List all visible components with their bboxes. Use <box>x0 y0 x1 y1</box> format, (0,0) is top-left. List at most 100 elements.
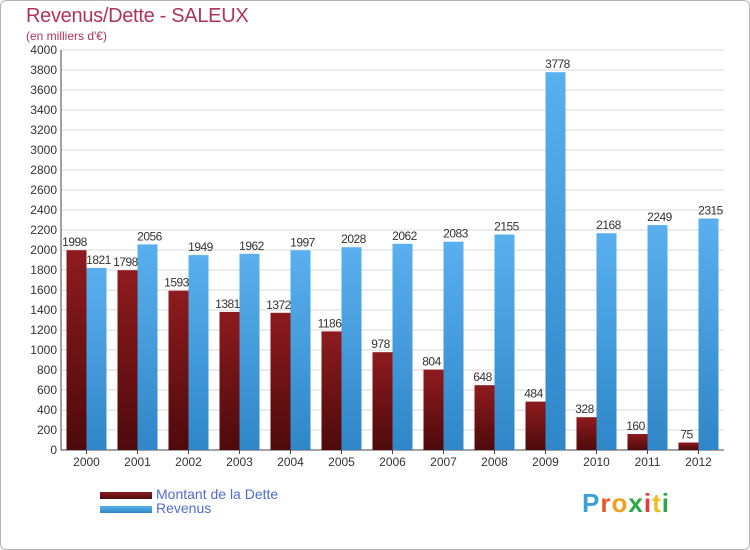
data-label-dette: 1593 <box>164 276 190 290</box>
data-label-dette: 1381 <box>215 297 241 311</box>
y-tick-label: 400 <box>37 403 57 417</box>
bar-dette <box>219 311 240 450</box>
bar-dette <box>270 312 291 450</box>
x-tick-label: 2009 <box>532 455 559 469</box>
y-tick-label: 2800 <box>30 163 57 177</box>
x-tick-label: 2004 <box>277 455 304 469</box>
logo-letter: t <box>652 488 662 518</box>
data-labels: 1998 1821 1798 2056 1593 1949 1381 1962 1372 1997… <box>62 57 724 441</box>
legend-label-dette: Montant de la Dette <box>156 486 279 502</box>
axes: 0 200 400 600 800 1000 1200 1400 1600 1800 2000 220… <box>30 43 724 469</box>
data-label-dette: 1372 <box>266 298 292 312</box>
bar-dette <box>117 270 138 450</box>
y-tick-label: 200 <box>37 423 57 437</box>
data-label-dette: 1798 <box>113 255 139 269</box>
bars <box>66 72 719 450</box>
x-tick-label: 2002 <box>175 455 202 469</box>
data-label-revenus: 2083 <box>443 227 469 241</box>
bar-dette <box>678 442 699 450</box>
bar-revenus <box>86 267 107 450</box>
y-tick-label: 3400 <box>30 103 57 117</box>
logo-letter: o <box>611 488 629 518</box>
data-label-revenus: 2315 <box>698 204 724 218</box>
data-label-dette: 484 <box>524 387 543 401</box>
y-tick-label: 3600 <box>30 83 57 97</box>
data-label-revenus: 1997 <box>290 235 316 249</box>
bar-revenus <box>188 255 209 450</box>
data-label-dette: 804 <box>422 355 441 369</box>
bar-revenus <box>443 241 464 450</box>
y-tick-label: 1600 <box>30 283 57 297</box>
data-label-revenus: 3778 <box>545 57 571 71</box>
bar-revenus <box>596 233 617 450</box>
bar-revenus <box>290 250 311 450</box>
y-tick-label: 1000 <box>30 343 57 357</box>
data-label-dette: 978 <box>371 337 390 351</box>
bar-revenus <box>647 225 668 450</box>
bar-revenus <box>239 253 260 450</box>
bar-dette <box>423 369 444 450</box>
bar-revenus <box>392 243 413 450</box>
bar-revenus <box>545 72 566 450</box>
legend-swatch-revenus <box>100 506 152 513</box>
y-tick-label: 800 <box>37 363 57 377</box>
logo-letter: P <box>582 488 601 518</box>
bar-dette <box>525 401 546 450</box>
y-tick-label: 1200 <box>30 323 57 337</box>
bar-dette <box>321 331 342 450</box>
bar-dette <box>576 417 597 450</box>
logo-letter: x <box>628 488 644 518</box>
y-tick-label: 3800 <box>30 63 57 77</box>
bar-dette <box>474 385 495 450</box>
logo-letter: i <box>643 488 653 518</box>
data-label-dette: 648 <box>473 370 492 384</box>
x-tick-label: 2007 <box>430 455 457 469</box>
y-tick-label: 2400 <box>30 203 57 217</box>
y-tick-label: 0 <box>50 443 57 457</box>
bar-revenus <box>137 244 158 450</box>
y-tick-label: 3200 <box>30 123 57 137</box>
y-tick-label: 2000 <box>30 243 57 257</box>
bar-dette <box>372 352 393 450</box>
y-tick-label: 1800 <box>30 263 57 277</box>
data-label-revenus: 1821 <box>86 253 112 267</box>
data-label-dette: 328 <box>575 402 594 416</box>
logo-letter: r <box>600 488 612 518</box>
y-tick-label: 2200 <box>30 223 57 237</box>
data-label-revenus: 1949 <box>188 240 214 254</box>
bar-dette <box>168 290 189 450</box>
logo-letter: i <box>661 488 670 518</box>
x-tick-label: 2001 <box>124 455 151 469</box>
x-tick-label: 2003 <box>226 455 253 469</box>
legend-label-revenus: Revenus <box>156 500 212 516</box>
data-label-revenus: 2062 <box>392 229 418 243</box>
x-tick-label: 2011 <box>635 455 661 469</box>
x-tick-label: 2008 <box>481 455 508 469</box>
data-label-dette: 160 <box>626 419 645 433</box>
x-tick-label: 2005 <box>328 455 355 469</box>
bar-revenus <box>341 247 362 450</box>
y-tick-label: 2600 <box>30 183 57 197</box>
data-label-dette: 1186 <box>318 316 343 330</box>
data-label-dette: 1998 <box>62 235 88 249</box>
data-label-revenus: 1962 <box>239 239 265 253</box>
chart-title: Revenus/Dette - SALEUX <box>26 5 249 27</box>
y-tick-label: 4000 <box>30 43 57 57</box>
x-tick-label: 2010 <box>583 455 610 469</box>
chart-subtitle: (en milliers d'€) <box>26 29 107 43</box>
legend-swatch-dette <box>100 492 152 499</box>
proxiti-logo: Proxiti <box>582 488 670 519</box>
y-tick-label: 3000 <box>30 143 57 157</box>
bar-revenus <box>698 218 719 450</box>
data-label-revenus: 2155 <box>494 220 520 234</box>
data-label-revenus: 2168 <box>596 218 622 232</box>
data-label-dette: 75 <box>680 428 693 442</box>
data-label-revenus: 2028 <box>341 232 367 246</box>
x-tick-label: 2012 <box>685 455 712 469</box>
data-label-revenus: 2056 <box>137 229 163 243</box>
x-tick-label: 2006 <box>379 455 406 469</box>
bar-dette <box>627 434 648 450</box>
x-tick-label: 2000 <box>73 455 100 469</box>
y-tick-label: 1400 <box>30 303 57 317</box>
